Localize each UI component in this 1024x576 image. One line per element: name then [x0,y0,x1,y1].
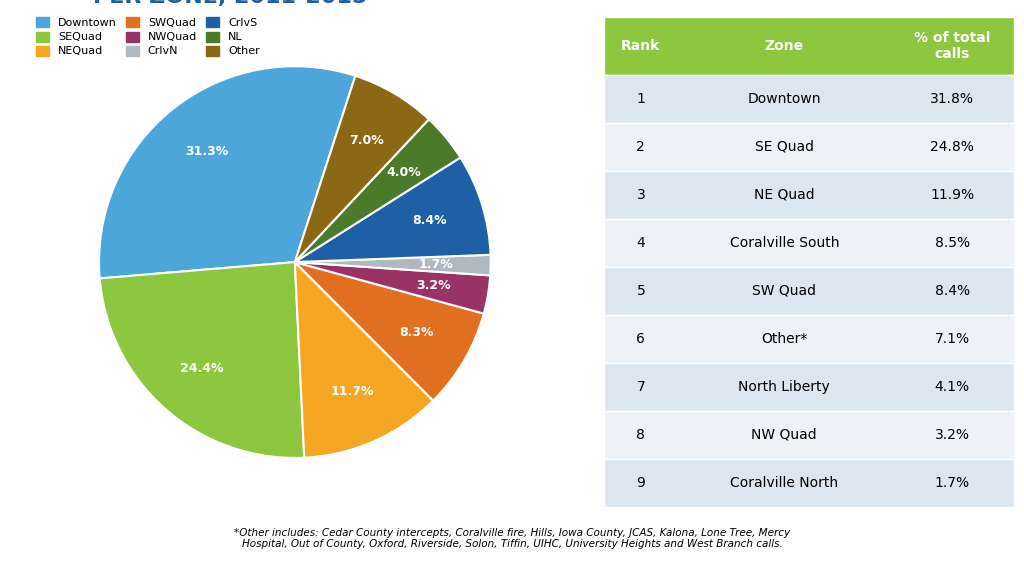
Wedge shape [295,255,490,275]
Text: 5: 5 [637,284,645,298]
Wedge shape [295,262,490,313]
Text: 1.7%: 1.7% [419,258,454,271]
Text: 8.4%: 8.4% [935,284,970,298]
Text: 2: 2 [637,140,645,154]
Text: AVERAGE % OF TOTAL CALLS
PER ZONE, 2011-2015: AVERAGE % OF TOTAL CALLS PER ZONE, 2011-… [50,0,411,7]
Text: SE Quad: SE Quad [755,140,814,154]
Text: NE Quad: NE Quad [754,188,814,202]
Text: Other*: Other* [761,332,808,346]
Text: 1.7%: 1.7% [935,476,970,490]
FancyBboxPatch shape [604,363,1014,411]
Text: 31.3%: 31.3% [185,145,229,158]
Text: 7.0%: 7.0% [349,134,384,147]
Wedge shape [295,262,483,401]
Text: SW Quad: SW Quad [753,284,816,298]
Text: 11.7%: 11.7% [330,385,374,397]
Text: 4.0%: 4.0% [386,166,421,179]
Text: 3.2%: 3.2% [417,279,452,292]
Text: 11.9%: 11.9% [930,188,975,202]
FancyBboxPatch shape [604,219,1014,267]
Text: Coralville South: Coralville South [729,236,839,250]
Text: Downtown: Downtown [748,92,821,106]
Text: 8.3%: 8.3% [399,327,434,339]
Text: Coralville North: Coralville North [730,476,839,490]
FancyBboxPatch shape [604,171,1014,219]
Text: 7.1%: 7.1% [935,332,970,346]
Wedge shape [295,119,461,262]
Text: 7: 7 [637,380,645,394]
Wedge shape [295,157,490,262]
Text: 31.8%: 31.8% [930,92,974,106]
Wedge shape [99,66,355,278]
Text: 6: 6 [636,332,645,346]
Wedge shape [99,262,304,458]
Text: 24.8%: 24.8% [931,140,974,154]
FancyBboxPatch shape [604,75,1014,123]
FancyBboxPatch shape [604,123,1014,171]
Text: 4: 4 [637,236,645,250]
Text: 3.2%: 3.2% [935,428,970,442]
Wedge shape [295,76,429,262]
Text: *Other includes: Cedar County intercepts, Coralville fire, Hills, Iowa County, J: *Other includes: Cedar County intercepts… [233,528,791,550]
FancyBboxPatch shape [604,17,1014,75]
FancyBboxPatch shape [604,459,1014,507]
FancyBboxPatch shape [604,267,1014,315]
Text: 8: 8 [636,428,645,442]
Text: 8.5%: 8.5% [935,236,970,250]
FancyBboxPatch shape [604,315,1014,363]
Text: NW Quad: NW Quad [752,428,817,442]
Text: 24.4%: 24.4% [180,362,223,374]
Text: 4.1%: 4.1% [935,380,970,394]
Text: % of total
calls: % of total calls [914,31,990,61]
Text: 3: 3 [637,188,645,202]
Legend: Downtown, SEQuad, NEQuad, SWQuad, NWQuad, CrlvN, CrlvS, NL, Other: Downtown, SEQuad, NEQuad, SWQuad, NWQuad… [31,13,264,61]
Text: Rank: Rank [622,39,660,53]
Wedge shape [295,262,433,458]
Text: North Liberty: North Liberty [738,380,830,394]
FancyBboxPatch shape [604,411,1014,459]
Text: 9: 9 [636,476,645,490]
Text: Zone: Zone [765,39,804,53]
Text: 8.4%: 8.4% [413,214,446,227]
Text: 1: 1 [636,92,645,106]
